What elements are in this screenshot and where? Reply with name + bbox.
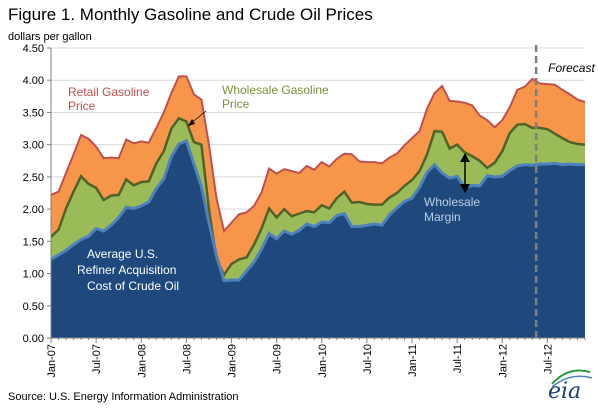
crude-oil-line bbox=[50, 138, 585, 283]
wholesale-margin-area bbox=[51, 118, 585, 281]
x-tick-label: Jan-10 bbox=[317, 344, 329, 378]
svg-text:Wholesale: Wholesale bbox=[424, 195, 480, 209]
wholesale-label-pointer-head bbox=[188, 119, 195, 126]
y-tick-label: 3.50 bbox=[23, 107, 44, 119]
wholesale-gasoline-label: Wholesale Gasoline Price bbox=[222, 83, 329, 111]
forecast-marker: Forecast bbox=[534, 45, 595, 338]
x-tick-label: Jul-10 bbox=[362, 344, 374, 374]
y-tick-label: 1.00 bbox=[23, 269, 44, 281]
x-tick-label: Jan-09 bbox=[227, 344, 239, 378]
svg-text:Price: Price bbox=[222, 97, 250, 111]
svg-text:Margin: Margin bbox=[424, 210, 461, 224]
y-tick-label: 4.50 bbox=[23, 43, 44, 55]
svg-text:Price: Price bbox=[68, 99, 96, 113]
svg-text:Retail Gasoline: Retail Gasoline bbox=[68, 85, 150, 99]
retail-gasoline-label: Retail Gasoline Price bbox=[68, 85, 150, 113]
x-tick-labels: Jan-07 Jul-07 Jan-08 Jul-08 Jan-09 Jul-09 Jan-… bbox=[46, 344, 554, 378]
crude-oil-area bbox=[51, 140, 585, 338]
x-tick-label: Jan-08 bbox=[136, 344, 148, 378]
wholesale-gasoline-line bbox=[50, 116, 586, 278]
crude-oil-label: Average U.S. Refiner Acquisition Cost of… bbox=[77, 247, 179, 293]
series-lines bbox=[50, 75, 586, 283]
x-tick-label: Jul-08 bbox=[181, 344, 193, 374]
y-axis-unit-label: dollars per gallon bbox=[8, 31, 92, 43]
retail-gasoline-line bbox=[50, 75, 586, 234]
y-tick-label: 0.00 bbox=[23, 333, 44, 345]
forecast-label: Forecast bbox=[548, 61, 595, 75]
y-tick-labels: 0.00 0.50 1.00 1.50 2.00 2.50 3.00 3.50 4.00 4.50 bbox=[23, 43, 44, 345]
y-tick-label: 2.50 bbox=[23, 172, 44, 184]
x-tick-label: Jul-07 bbox=[91, 344, 103, 374]
eia-logo: eia bbox=[548, 369, 593, 404]
svg-text:Wholesale Gasoline: Wholesale Gasoline bbox=[222, 83, 329, 97]
svg-text:Average U.S.: Average U.S. bbox=[87, 247, 158, 261]
axes bbox=[47, 47, 586, 343]
x-tick-label: Jan-07 bbox=[46, 344, 58, 378]
y-tick-label: 4.00 bbox=[23, 75, 44, 87]
svg-text:Cost of Crude Oil: Cost of Crude Oil bbox=[87, 279, 179, 293]
stacked-areas bbox=[51, 76, 585, 338]
y-tick-label: 2.00 bbox=[23, 204, 44, 216]
y-tick-label: 0.50 bbox=[23, 301, 44, 313]
source-note: Source: U.S. Energy Information Administ… bbox=[8, 391, 239, 403]
y-tick-label: 3.00 bbox=[23, 140, 44, 152]
retail-margin-area bbox=[51, 76, 585, 275]
figure-title: Figure 1. Monthly Gasoline and Crude Oil… bbox=[8, 5, 373, 24]
y-tick-label: 1.50 bbox=[23, 236, 44, 248]
wholesale-margin-label: Wholesale Margin bbox=[424, 195, 480, 224]
margin-double-arrow bbox=[460, 153, 470, 193]
x-tick-label: Jan-11 bbox=[407, 344, 419, 377]
x-tick-label: Jul-09 bbox=[272, 344, 284, 374]
x-tick-label: Jul-12 bbox=[542, 344, 554, 374]
svg-text:Refiner Acquisition: Refiner Acquisition bbox=[77, 263, 176, 277]
x-tick-label: Jul-11 bbox=[452, 344, 464, 373]
x-tick-label: Jan-12 bbox=[497, 344, 509, 378]
